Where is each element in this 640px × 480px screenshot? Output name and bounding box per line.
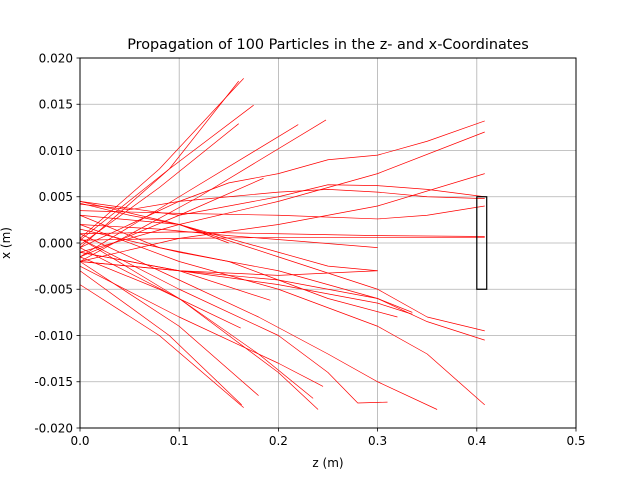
particle-track-11 <box>79 184 485 216</box>
chart-title: Propagation of 100 Particles in the z- a… <box>127 37 529 53</box>
y-tick-label: -0.015 <box>34 375 73 389</box>
particle-track-35 <box>79 202 229 244</box>
y-tick-label: 0.020 <box>39 51 73 65</box>
particle-track-17 <box>79 214 378 272</box>
detector-layer <box>476 196 488 290</box>
particle-track-28 <box>79 238 319 410</box>
detector-box <box>476 196 488 290</box>
y-tick-label: -0.020 <box>34 421 73 435</box>
particle-track-13 <box>79 205 485 220</box>
x-axis-label: z (m) <box>312 456 343 470</box>
particle-track-27 <box>79 256 241 329</box>
y-axis-ticks: -0.020 -0.015 -0.010 -0.005 0.000 0.005 0.010 0… <box>34 51 80 435</box>
x-axis-ticks: 0.0 0.1 0.2 0.3 0.4 0.5 <box>70 428 586 448</box>
y-tick-label: 0.015 <box>39 98 73 112</box>
particle-track-12 <box>79 189 485 211</box>
particle-tracks <box>79 78 485 410</box>
particle-track-3 <box>79 104 254 241</box>
y-tick-label: -0.010 <box>34 329 73 343</box>
x-tick-label: 0.1 <box>170 434 189 448</box>
particle-track-31 <box>79 270 242 406</box>
particle-track-29 <box>79 247 314 399</box>
particle-track-14 <box>79 231 485 237</box>
x-tick-label: 0.5 <box>566 434 585 448</box>
y-tick-label: 0.010 <box>39 144 73 158</box>
y-axis-label: x (m) <box>0 227 13 259</box>
x-tick-label: 0.2 <box>269 434 288 448</box>
y-tick-label: 0.005 <box>39 190 73 204</box>
particle-track-15 <box>79 237 485 241</box>
y-tick-label: 0.000 <box>39 236 73 250</box>
y-tick-label: -0.005 <box>34 283 73 297</box>
x-tick-label: 0.4 <box>467 434 486 448</box>
particle-track-22 <box>79 238 388 404</box>
particle-track-20 <box>79 224 485 406</box>
particle-track-1 <box>79 78 244 239</box>
particle-track-21 <box>79 233 438 410</box>
particle-track-9 <box>79 131 485 253</box>
particle-track-34 <box>79 261 378 276</box>
particle-track-30 <box>79 284 244 408</box>
x-tick-label: 0.0 <box>70 434 89 448</box>
particle-track-23 <box>79 214 398 318</box>
particle-track-33 <box>79 265 324 387</box>
particle-track-16 <box>79 224 378 248</box>
particle-track-32 <box>79 261 259 396</box>
x-tick-label: 0.3 <box>368 434 387 448</box>
